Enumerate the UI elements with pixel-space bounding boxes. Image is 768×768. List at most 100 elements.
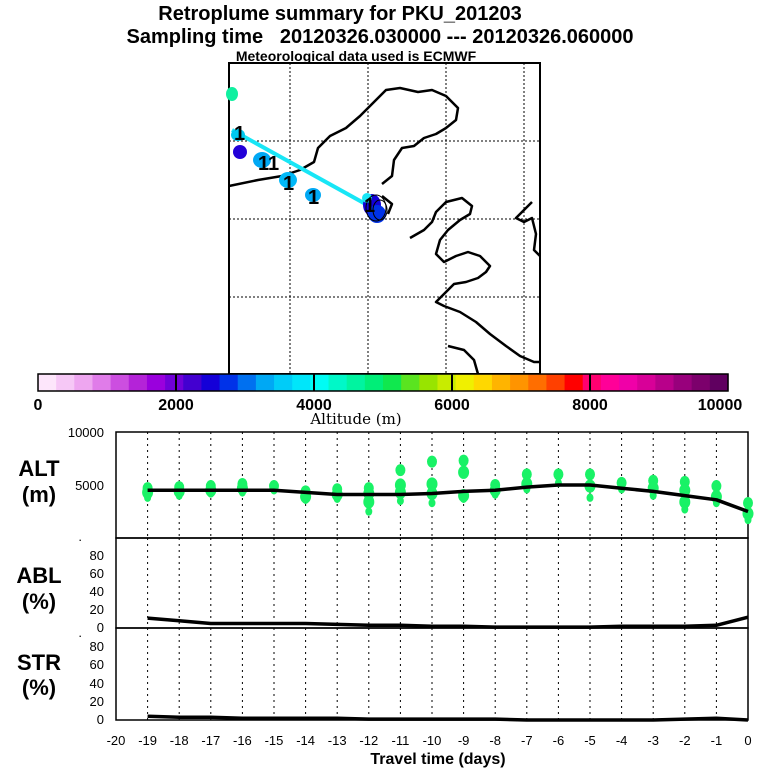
colorbar-cell xyxy=(546,374,566,391)
alt-scatter-point xyxy=(744,515,752,525)
trajectory-label: 1 xyxy=(258,153,269,175)
colorbar-cell xyxy=(128,374,148,391)
colorbar-cell xyxy=(346,374,366,391)
cluster-marker xyxy=(231,129,245,141)
figure-title: Retroplume summary for PKU_201203 xyxy=(158,3,521,25)
x-tick-label: -16 xyxy=(233,733,252,748)
colorbar-cell xyxy=(709,374,729,391)
alt-scatter-point xyxy=(679,495,691,509)
coastlines xyxy=(228,86,541,375)
colorbar-cell xyxy=(691,374,711,391)
colorbar-tick-label: 2000 xyxy=(158,397,194,414)
cluster-outline xyxy=(372,199,388,221)
colorbar-cell xyxy=(600,374,620,391)
colorbar-cell xyxy=(237,374,257,391)
colorbar-cell xyxy=(201,374,221,391)
str-series-line xyxy=(147,714,749,722)
x-tick-label: -1 xyxy=(711,733,723,748)
alt-scatter-point xyxy=(428,498,436,508)
trajectory-map: 1 1 1 1 1 1 xyxy=(226,62,541,375)
colorbar-cell xyxy=(292,374,311,391)
alt-scatter-point xyxy=(144,493,152,502)
trajectory-label: 1 xyxy=(308,187,319,209)
abl-ytick-label: 40 xyxy=(90,584,104,599)
alt-scatter-point xyxy=(521,468,532,481)
colorbar-cell xyxy=(310,374,330,391)
cluster-marker xyxy=(305,188,321,202)
alt-panel-name: ALT xyxy=(18,456,60,481)
colorbar-cell xyxy=(637,374,656,391)
str-panel-name: STR xyxy=(17,650,61,675)
alt-scatter-point xyxy=(681,505,689,514)
str-panel-unit: (%) xyxy=(22,675,56,700)
x-tick-label: -13 xyxy=(328,733,347,748)
x-tick-label: -12 xyxy=(359,733,378,748)
abl-panel-unit: (%) xyxy=(22,589,56,614)
cluster-marker xyxy=(253,152,271,168)
alt-scatter-point xyxy=(458,454,469,467)
meteorological-data: Meteorological data used is ECMWF xyxy=(236,48,477,64)
alt-scatter-point xyxy=(649,491,657,500)
alt-ytick-label: 5000 xyxy=(75,478,104,493)
colorbar-cell xyxy=(110,374,130,391)
alt-scatter-point xyxy=(616,476,627,489)
trajectory-label: 1 xyxy=(283,173,294,195)
alt-scatter-point xyxy=(396,496,404,506)
colorbar-tick-label: 4000 xyxy=(296,397,332,414)
x-axis-label: Travel time (days) xyxy=(370,751,505,768)
x-tick-label: -7 xyxy=(521,733,533,748)
str-ytick-label: 20 xyxy=(90,694,104,709)
x-tick-label: -3 xyxy=(647,733,659,748)
x-tick-label: 0 xyxy=(744,733,751,748)
colorbar-tick-label: 6000 xyxy=(434,397,470,414)
colorbar-cell xyxy=(510,374,529,391)
colorbar-cell xyxy=(38,374,57,391)
colorbar-tick-label: 10000 xyxy=(698,397,743,414)
colorbar-cell xyxy=(183,374,203,391)
colorbar-cell xyxy=(528,374,548,391)
alt-scatter-point xyxy=(395,464,406,477)
alt-scatter-point xyxy=(333,494,341,503)
colorbar-frame xyxy=(37,373,729,392)
alt-scatter-point xyxy=(458,465,470,479)
alt-scatter-point xyxy=(585,468,595,481)
colorbar-cell xyxy=(328,374,348,391)
x-tick-label: -2 xyxy=(679,733,691,748)
alt-scatter-point xyxy=(175,491,183,500)
cluster-marker xyxy=(279,172,297,188)
colorbar-cell xyxy=(619,374,638,391)
alt-ytick-label: 10000 xyxy=(68,425,104,440)
alt-scatter-point xyxy=(491,490,499,499)
colorbar-cell xyxy=(491,374,511,391)
alt-scatter-point xyxy=(427,455,437,468)
x-tick-label: -8 xyxy=(489,733,501,748)
colorbar-label: Altitude (m) xyxy=(309,410,401,428)
alt-scatter-point xyxy=(365,507,373,516)
alt-scatter-point xyxy=(743,497,753,510)
x-tick-label: -5 xyxy=(584,733,596,748)
alt-scatter-point xyxy=(586,493,594,502)
abl-panel-name: ABL xyxy=(16,563,61,588)
cluster-marker xyxy=(362,193,372,203)
x-tick-label: -11 xyxy=(391,733,409,748)
colorbar-cell xyxy=(383,374,402,391)
trajectory-label: 1 xyxy=(364,195,375,217)
alt-series-line xyxy=(147,483,749,514)
alt-scatter-point xyxy=(302,495,310,505)
sampling-time: Sampling time 20120326.030000 --- 201203… xyxy=(126,26,633,48)
str-ytick-label: 80 xyxy=(90,639,104,654)
abl-ytick-label: 60 xyxy=(90,566,104,581)
x-tick-label: -10 xyxy=(423,733,442,748)
alt-ytick-label: . xyxy=(78,529,82,544)
colorbar-cell xyxy=(56,374,75,391)
cluster-marker xyxy=(233,145,247,159)
colorbar-cell xyxy=(274,374,293,391)
abl-ytick-label: 0 xyxy=(97,620,104,635)
colorbar-cell xyxy=(582,374,602,391)
trajectory-label: 1 xyxy=(234,123,245,145)
colorbar-cell xyxy=(165,374,184,391)
str-ytick-label: 40 xyxy=(90,676,104,691)
abl-series-line xyxy=(147,615,749,629)
x-tick-label: -20 xyxy=(107,733,126,748)
